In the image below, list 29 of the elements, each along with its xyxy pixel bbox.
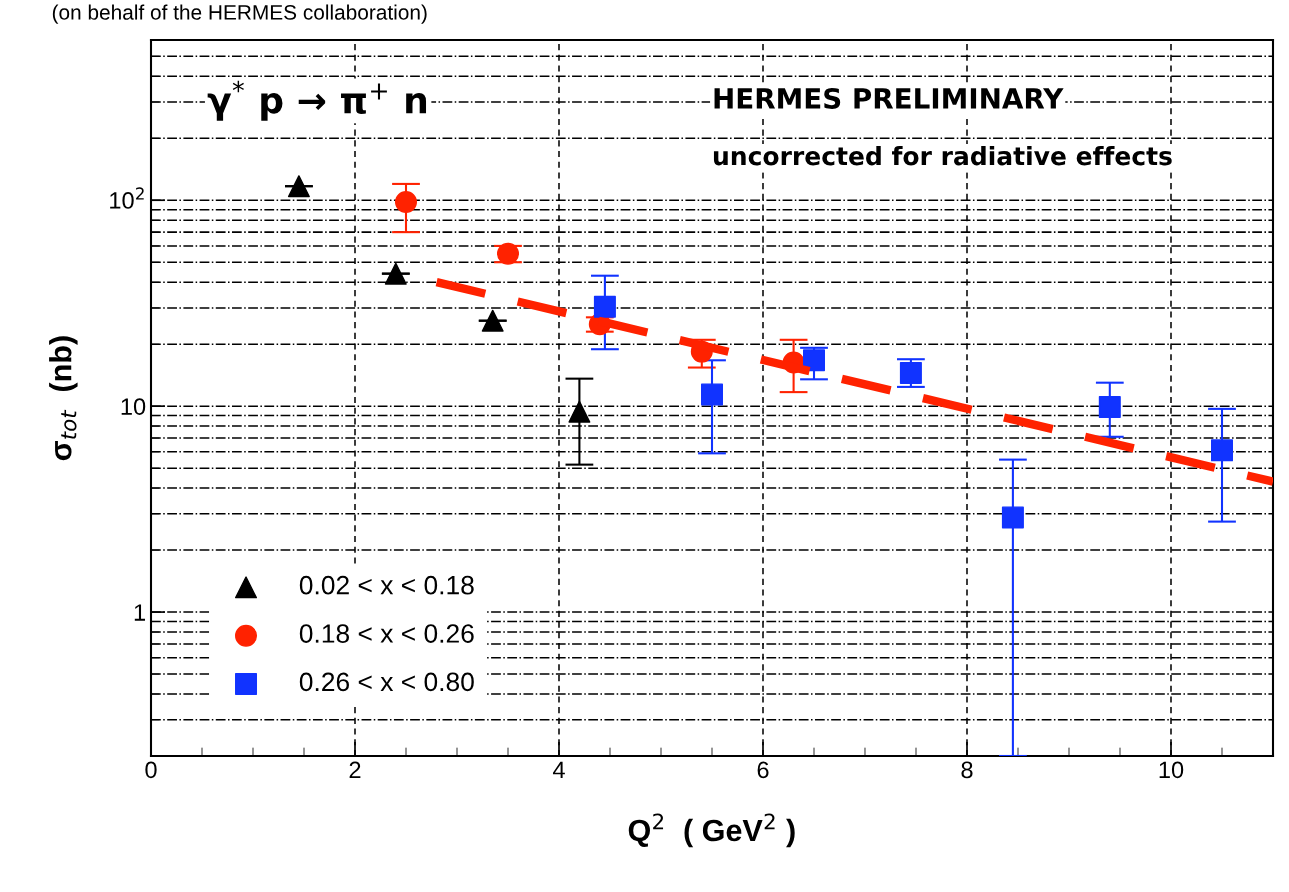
legend-label: 0.18 < x < 0.26 bbox=[299, 624, 474, 643]
x-axis-title: Q$^{2}$ ( GeV$^{2}$ ) bbox=[628, 813, 795, 848]
point bbox=[593, 295, 616, 318]
annotation: γ$^{*}$ p → π$^{+}$ n bbox=[207, 80, 427, 121]
point bbox=[568, 400, 591, 423]
point bbox=[1001, 506, 1024, 529]
point bbox=[384, 262, 407, 285]
y-axis-title: σ$_{tot}$ (nb) bbox=[49, 336, 78, 461]
annotation: uncorrected for radiative effects bbox=[713, 146, 1172, 166]
point bbox=[701, 383, 723, 406]
x-tick-label: 2 bbox=[349, 761, 361, 778]
y-tick-label: 1 bbox=[134, 604, 145, 621]
point bbox=[481, 309, 504, 332]
x-tick-label: 8 bbox=[961, 761, 973, 779]
point bbox=[395, 191, 417, 214]
text: (on behalf of the HERMES collaboration) bbox=[52, 4, 427, 24]
x-tick-label: 0 bbox=[145, 761, 157, 779]
point bbox=[803, 349, 825, 372]
x-tick-label: 4 bbox=[552, 761, 565, 778]
y-tick-label: 10$^{2}$ bbox=[110, 187, 144, 209]
x-tick-label: 10 bbox=[1159, 761, 1184, 779]
x-tick-label: 6 bbox=[757, 761, 769, 779]
y-tick-label: 10 bbox=[121, 398, 146, 415]
point bbox=[1098, 396, 1121, 419]
point bbox=[1211, 439, 1233, 462]
point bbox=[287, 175, 310, 198]
annotation: HERMES PRELIMINARY bbox=[714, 87, 1064, 109]
legend-label: 0.02 < x < 0.18 bbox=[299, 575, 474, 595]
legend-label: 0.26 < x < 0.80 bbox=[299, 672, 474, 692]
